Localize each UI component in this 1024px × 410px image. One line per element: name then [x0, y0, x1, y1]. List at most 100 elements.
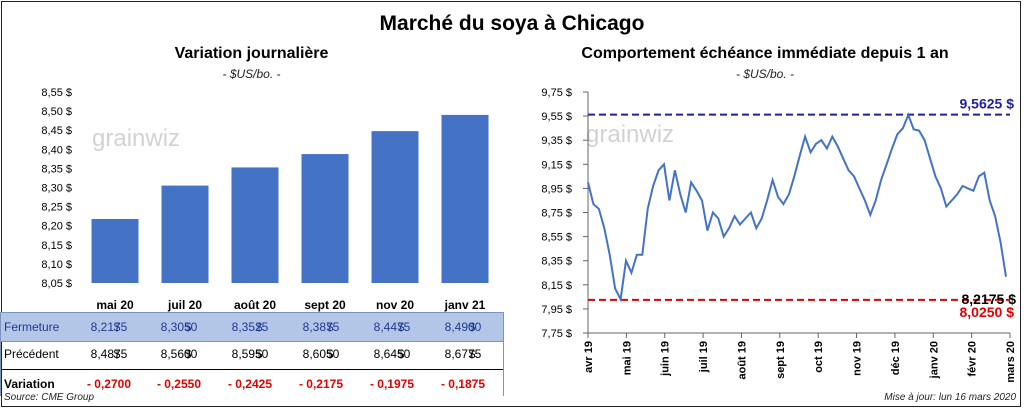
x-tick-label: juin 19: [660, 341, 672, 377]
y-tick-label: 8,35 $: [41, 163, 72, 175]
variation-cell: - 0,2175: [298, 377, 344, 391]
fermeture-cell: 8,3525: [231, 320, 269, 334]
currency-sign: $: [397, 320, 405, 334]
watermark-logo: grainwiz: [92, 125, 180, 152]
left-chart-unit: - $US/bo. -: [222, 67, 281, 81]
variation-cell: - 0,2700: [86, 377, 132, 391]
x-tick-label: nov 20: [376, 298, 414, 312]
y-tick-label: 9,35 $: [541, 135, 572, 147]
currency-sign: $: [184, 347, 192, 361]
variation-cell: - 0,1875: [440, 377, 486, 391]
y-tick-label: 8,50 $: [41, 106, 72, 118]
y-tick-label: 8,75 $: [541, 208, 572, 220]
right-chart-title: Comportement échéance immédiate depuis 1…: [581, 45, 949, 62]
fermeture-cell: 8,3875: [302, 320, 340, 334]
currency-sign: $: [113, 320, 121, 334]
x-tick-label: mai 19: [621, 341, 633, 375]
precedent-cell: 8,5600: [160, 347, 198, 361]
last-value-label: 8,2175 $: [962, 291, 1017, 307]
currency-sign: $: [184, 320, 192, 334]
update-note: Mise à jour: lun 16 mars 2020: [884, 392, 1016, 403]
y-tick-label: 7,95 $: [541, 304, 572, 316]
x-tick-label: juil 20: [167, 298, 202, 312]
bar-chart: grainwiz 8,05 $ 8,10 $ 8,15 $ 8,20 $ 8,25 $ 8,…: [41, 87, 489, 312]
y-tick-label: 8,40 $: [41, 144, 72, 156]
y-tick-label: 8,55 $: [41, 87, 72, 99]
bar: [91, 219, 139, 283]
price-line: [587, 112, 1007, 303]
precedent-cell: 8,4875: [90, 347, 128, 361]
table-row-fermeture: Fermeture 8,2175 8,3050 8,3525 8,3875 8,…: [0, 312, 503, 342]
page-title: Marché du soya à Chicago: [379, 12, 645, 35]
currency-sign: $: [255, 347, 263, 361]
line-chart: grainwiz 7,75 $ 7,95 $ 8,15 $ 8,35 $ 8,55 $ 8,…: [541, 87, 1017, 383]
x-tick-label: janv 20: [928, 341, 940, 379]
x-tick-label: mars 20: [1005, 341, 1017, 383]
watermark-logo: grainwiz: [586, 121, 674, 148]
x-tick-label: mai 20: [96, 298, 134, 312]
row-label-variation: Variation: [4, 377, 55, 391]
x-tick-label: sept 20: [304, 298, 346, 312]
x-tick-label: oct 19: [813, 341, 825, 373]
precedent-cell: 8,6775: [444, 347, 482, 361]
currency-sign: $: [326, 320, 334, 334]
max-value-label: 9,5625 $: [960, 96, 1015, 112]
y-tick-label: 8,30 $: [41, 183, 72, 195]
x-tick-label: sept 19: [775, 341, 787, 379]
precedent-cell: 8,5950: [231, 347, 269, 361]
x-tick-label: janv 21: [444, 298, 486, 312]
x-tick-label: août 19: [736, 341, 748, 380]
x-tick-label: août 20: [234, 298, 276, 312]
y-tick-label: 9,55 $: [541, 111, 572, 123]
x-tick-label: juil 19: [698, 341, 710, 373]
row-label-precedent: Précédent: [4, 347, 59, 361]
table-row-variation: Variation - 0,2700 - 0,2550 - 0,2425 - 0…: [0, 369, 503, 398]
y-tick-label: 8,20 $: [41, 221, 72, 233]
currency-sign: $: [468, 320, 476, 334]
table-row-precedent: Précédent 8,4875 8,5600 8,5950 8,6050 8,…: [0, 340, 503, 368]
min-value-label: 8,0250 $: [960, 304, 1015, 320]
bar: [161, 185, 209, 283]
bar: [371, 131, 419, 283]
y-tick-label: 8,15 $: [41, 240, 72, 252]
y-tick-label: 8,95 $: [541, 183, 572, 195]
y-tick-label: 9,15 $: [541, 159, 572, 171]
precedent-cell: 8,6450: [373, 347, 411, 361]
variation-cell: - 0,1975: [369, 377, 415, 391]
source-note: Source: CME Group: [4, 392, 95, 403]
x-tick-label: nov 19: [852, 341, 864, 376]
currency-sign: $: [255, 320, 263, 334]
y-tick-label: 8,35 $: [541, 256, 572, 268]
variation-cell: - 0,2550: [156, 377, 202, 391]
right-chart-unit: - $US/bo. -: [735, 67, 795, 81]
y-tick-label: 8,45 $: [41, 125, 72, 137]
x-tick-label: avr 19: [583, 341, 595, 373]
fermeture-cell: 8,4900: [444, 320, 482, 334]
y-tick-label: 8,25 $: [41, 202, 72, 214]
fermeture-cell: 8,3050: [160, 320, 198, 334]
y-tick-label: 8,55 $: [541, 232, 572, 244]
bar: [301, 154, 349, 283]
fermeture-cell: 8,4475: [373, 320, 411, 334]
precedent-cell: 8,6050: [302, 347, 340, 361]
currency-sign: $: [113, 347, 121, 361]
left-chart-title: Variation journalière: [174, 45, 329, 62]
table-border-left: [0, 312, 1, 396]
bar: [231, 167, 279, 283]
y-tick-label: 8,15 $: [541, 280, 572, 292]
x-tick-label: déc 19: [890, 341, 902, 375]
row-label-fermeture: Fermeture: [4, 320, 60, 334]
currency-sign: $: [397, 347, 405, 361]
y-tick-label: 9,75 $: [541, 87, 572, 99]
y-tick-label: 8,05 $: [41, 278, 72, 290]
variation-cell: - 0,2425: [227, 377, 273, 391]
currency-sign: $: [326, 347, 334, 361]
table-border-right: [503, 312, 504, 396]
bar: [441, 114, 489, 283]
x-tick-label: févr 20: [967, 341, 979, 376]
fermeture-cell: 8,2175: [90, 320, 128, 334]
y-tick-label: 8,10 $: [41, 259, 72, 271]
y-tick-label: 7,75 $: [541, 328, 572, 340]
currency-sign: $: [468, 347, 476, 361]
